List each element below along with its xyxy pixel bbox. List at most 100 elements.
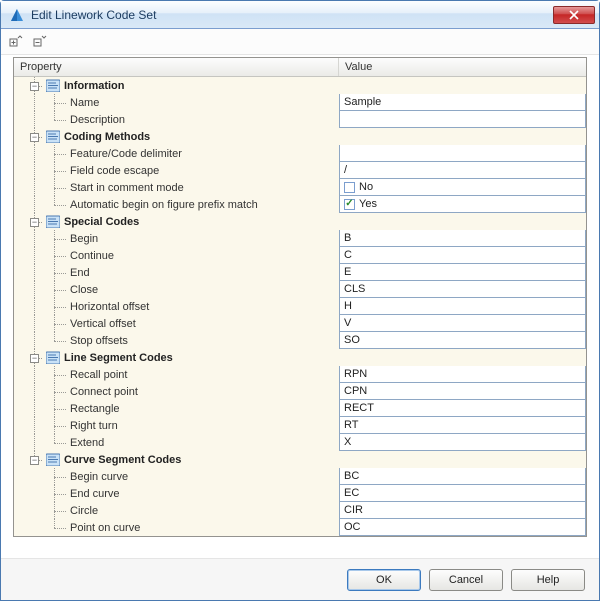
- property-row: Stop offsets SO: [14, 332, 586, 349]
- checkbox[interactable]: [344, 199, 355, 210]
- property-row: Feature/Code delimiter: [14, 145, 586, 162]
- category-row: − Special Codes: [14, 213, 586, 230]
- expand-all-icon: [9, 35, 23, 49]
- property-value-cell[interactable]: [339, 145, 586, 162]
- property-value: CPN: [344, 385, 367, 397]
- property-row: Vertical offset V: [14, 315, 586, 332]
- help-button[interactable]: Help: [511, 569, 585, 591]
- property-label: Vertical offset: [70, 318, 136, 330]
- collapse-toggle[interactable]: −: [30, 354, 39, 363]
- property-label: Field code escape: [70, 165, 159, 177]
- category-value-cell: [339, 213, 586, 230]
- property-value-cell[interactable]: BC: [339, 468, 586, 485]
- toolbar: [1, 29, 599, 55]
- property-value-cell[interactable]: Yes: [339, 196, 586, 213]
- property-grid: Property Value −InformationNameSampleDes…: [13, 57, 587, 537]
- checkbox[interactable]: [344, 182, 355, 193]
- window-title: Edit Linework Code Set: [31, 8, 553, 22]
- expand-all-button[interactable]: [7, 33, 25, 51]
- category-icon: [46, 79, 60, 92]
- property-value-cell[interactable]: B: [339, 230, 586, 247]
- property-label: Automatic begin on figure prefix match: [70, 199, 258, 211]
- property-value-cell[interactable]: RT: [339, 417, 586, 434]
- property-value-cell[interactable]: No: [339, 179, 586, 196]
- content-area: Property Value −InformationNameSampleDes…: [1, 55, 599, 558]
- property-value-cell[interactable]: SO: [339, 332, 586, 349]
- property-value: Yes: [359, 198, 377, 210]
- category-row: −Curve Segment Codes: [14, 451, 586, 468]
- property-value-cell[interactable]: CIR: [339, 502, 586, 519]
- property-value-cell[interactable]: RPN: [339, 366, 586, 383]
- collapse-toggle[interactable]: −: [30, 456, 39, 465]
- property-value: EC: [344, 487, 359, 499]
- property-value-cell[interactable]: EC: [339, 485, 586, 502]
- property-row: Name Sample: [14, 94, 586, 111]
- property-label: End curve: [70, 488, 120, 500]
- property-row: Circle CIR: [14, 502, 586, 519]
- category-row: − Line Segment Codes: [14, 349, 586, 366]
- property-label: Close: [70, 284, 98, 296]
- grid-body: −InformationNameSampleDescription−Coding…: [14, 77, 586, 536]
- property-value-cell[interactable]: V: [339, 315, 586, 332]
- property-value-cell[interactable]: E: [339, 264, 586, 281]
- category-row: − Coding Methods: [14, 128, 586, 145]
- column-header-value[interactable]: Value: [339, 58, 586, 76]
- collapse-toggle[interactable]: −: [30, 218, 39, 227]
- category-label: Line Segment Codes: [64, 352, 173, 364]
- property-label: Rectangle: [70, 403, 120, 415]
- property-row: Connect point CPN: [14, 383, 586, 400]
- column-header-property[interactable]: Property: [14, 58, 339, 76]
- property-value: BC: [344, 470, 359, 482]
- property-row: Recall pointRPN: [14, 366, 586, 383]
- property-value-cell[interactable]: OC: [339, 519, 586, 536]
- property-row: Start in comment modeNo: [14, 179, 586, 196]
- category-value-cell: [339, 451, 586, 468]
- property-value-cell[interactable]: X: [339, 434, 586, 451]
- property-value-cell[interactable]: [339, 111, 586, 128]
- category-label: Special Codes: [64, 216, 139, 228]
- collapse-toggle[interactable]: −: [30, 82, 39, 91]
- app-icon: [9, 7, 25, 23]
- property-label: Stop offsets: [70, 335, 128, 347]
- property-row: EndE: [14, 264, 586, 281]
- collapse-toggle[interactable]: −: [30, 133, 39, 142]
- property-label: Begin: [70, 233, 98, 245]
- property-label: Name: [70, 97, 99, 109]
- property-value: /: [344, 164, 347, 176]
- dialog-footer: OK Cancel Help: [1, 558, 599, 600]
- property-value: RPN: [344, 368, 367, 380]
- property-row: Automatic begin on figure prefix match Ye…: [14, 196, 586, 213]
- property-value-cell[interactable]: RECT: [339, 400, 586, 417]
- property-label: Begin curve: [70, 471, 128, 483]
- category-icon: [46, 351, 60, 364]
- property-row: Field code escape /: [14, 162, 586, 179]
- close-button[interactable]: [553, 6, 595, 24]
- collapse-all-button[interactable]: [31, 33, 49, 51]
- property-label: Connect point: [70, 386, 138, 398]
- collapse-all-icon: [33, 35, 47, 49]
- category-label: Coding Methods: [64, 131, 150, 143]
- property-row: Right turnRT: [14, 417, 586, 434]
- ok-button[interactable]: OK: [347, 569, 421, 591]
- property-value: B: [344, 232, 351, 244]
- property-value-cell[interactable]: H: [339, 298, 586, 315]
- property-value: X: [344, 436, 351, 448]
- property-value-cell[interactable]: Sample: [339, 94, 586, 111]
- property-row: ContinueC: [14, 247, 586, 264]
- cancel-button[interactable]: Cancel: [429, 569, 503, 591]
- property-value: Sample: [344, 96, 381, 108]
- property-value-cell[interactable]: /: [339, 162, 586, 179]
- property-value-cell[interactable]: CLS: [339, 281, 586, 298]
- property-value: RT: [344, 419, 358, 431]
- category-value-cell: [339, 77, 586, 94]
- property-row: Close CLS: [14, 281, 586, 298]
- property-row: Horizontal offsetH: [14, 298, 586, 315]
- property-value: SO: [344, 334, 360, 346]
- property-value: C: [344, 249, 352, 261]
- property-value-cell[interactable]: CPN: [339, 383, 586, 400]
- category-value-cell: [339, 128, 586, 145]
- property-value: CIR: [344, 504, 363, 516]
- property-value-cell[interactable]: C: [339, 247, 586, 264]
- property-label: Circle: [70, 505, 98, 517]
- property-value: No: [359, 181, 373, 193]
